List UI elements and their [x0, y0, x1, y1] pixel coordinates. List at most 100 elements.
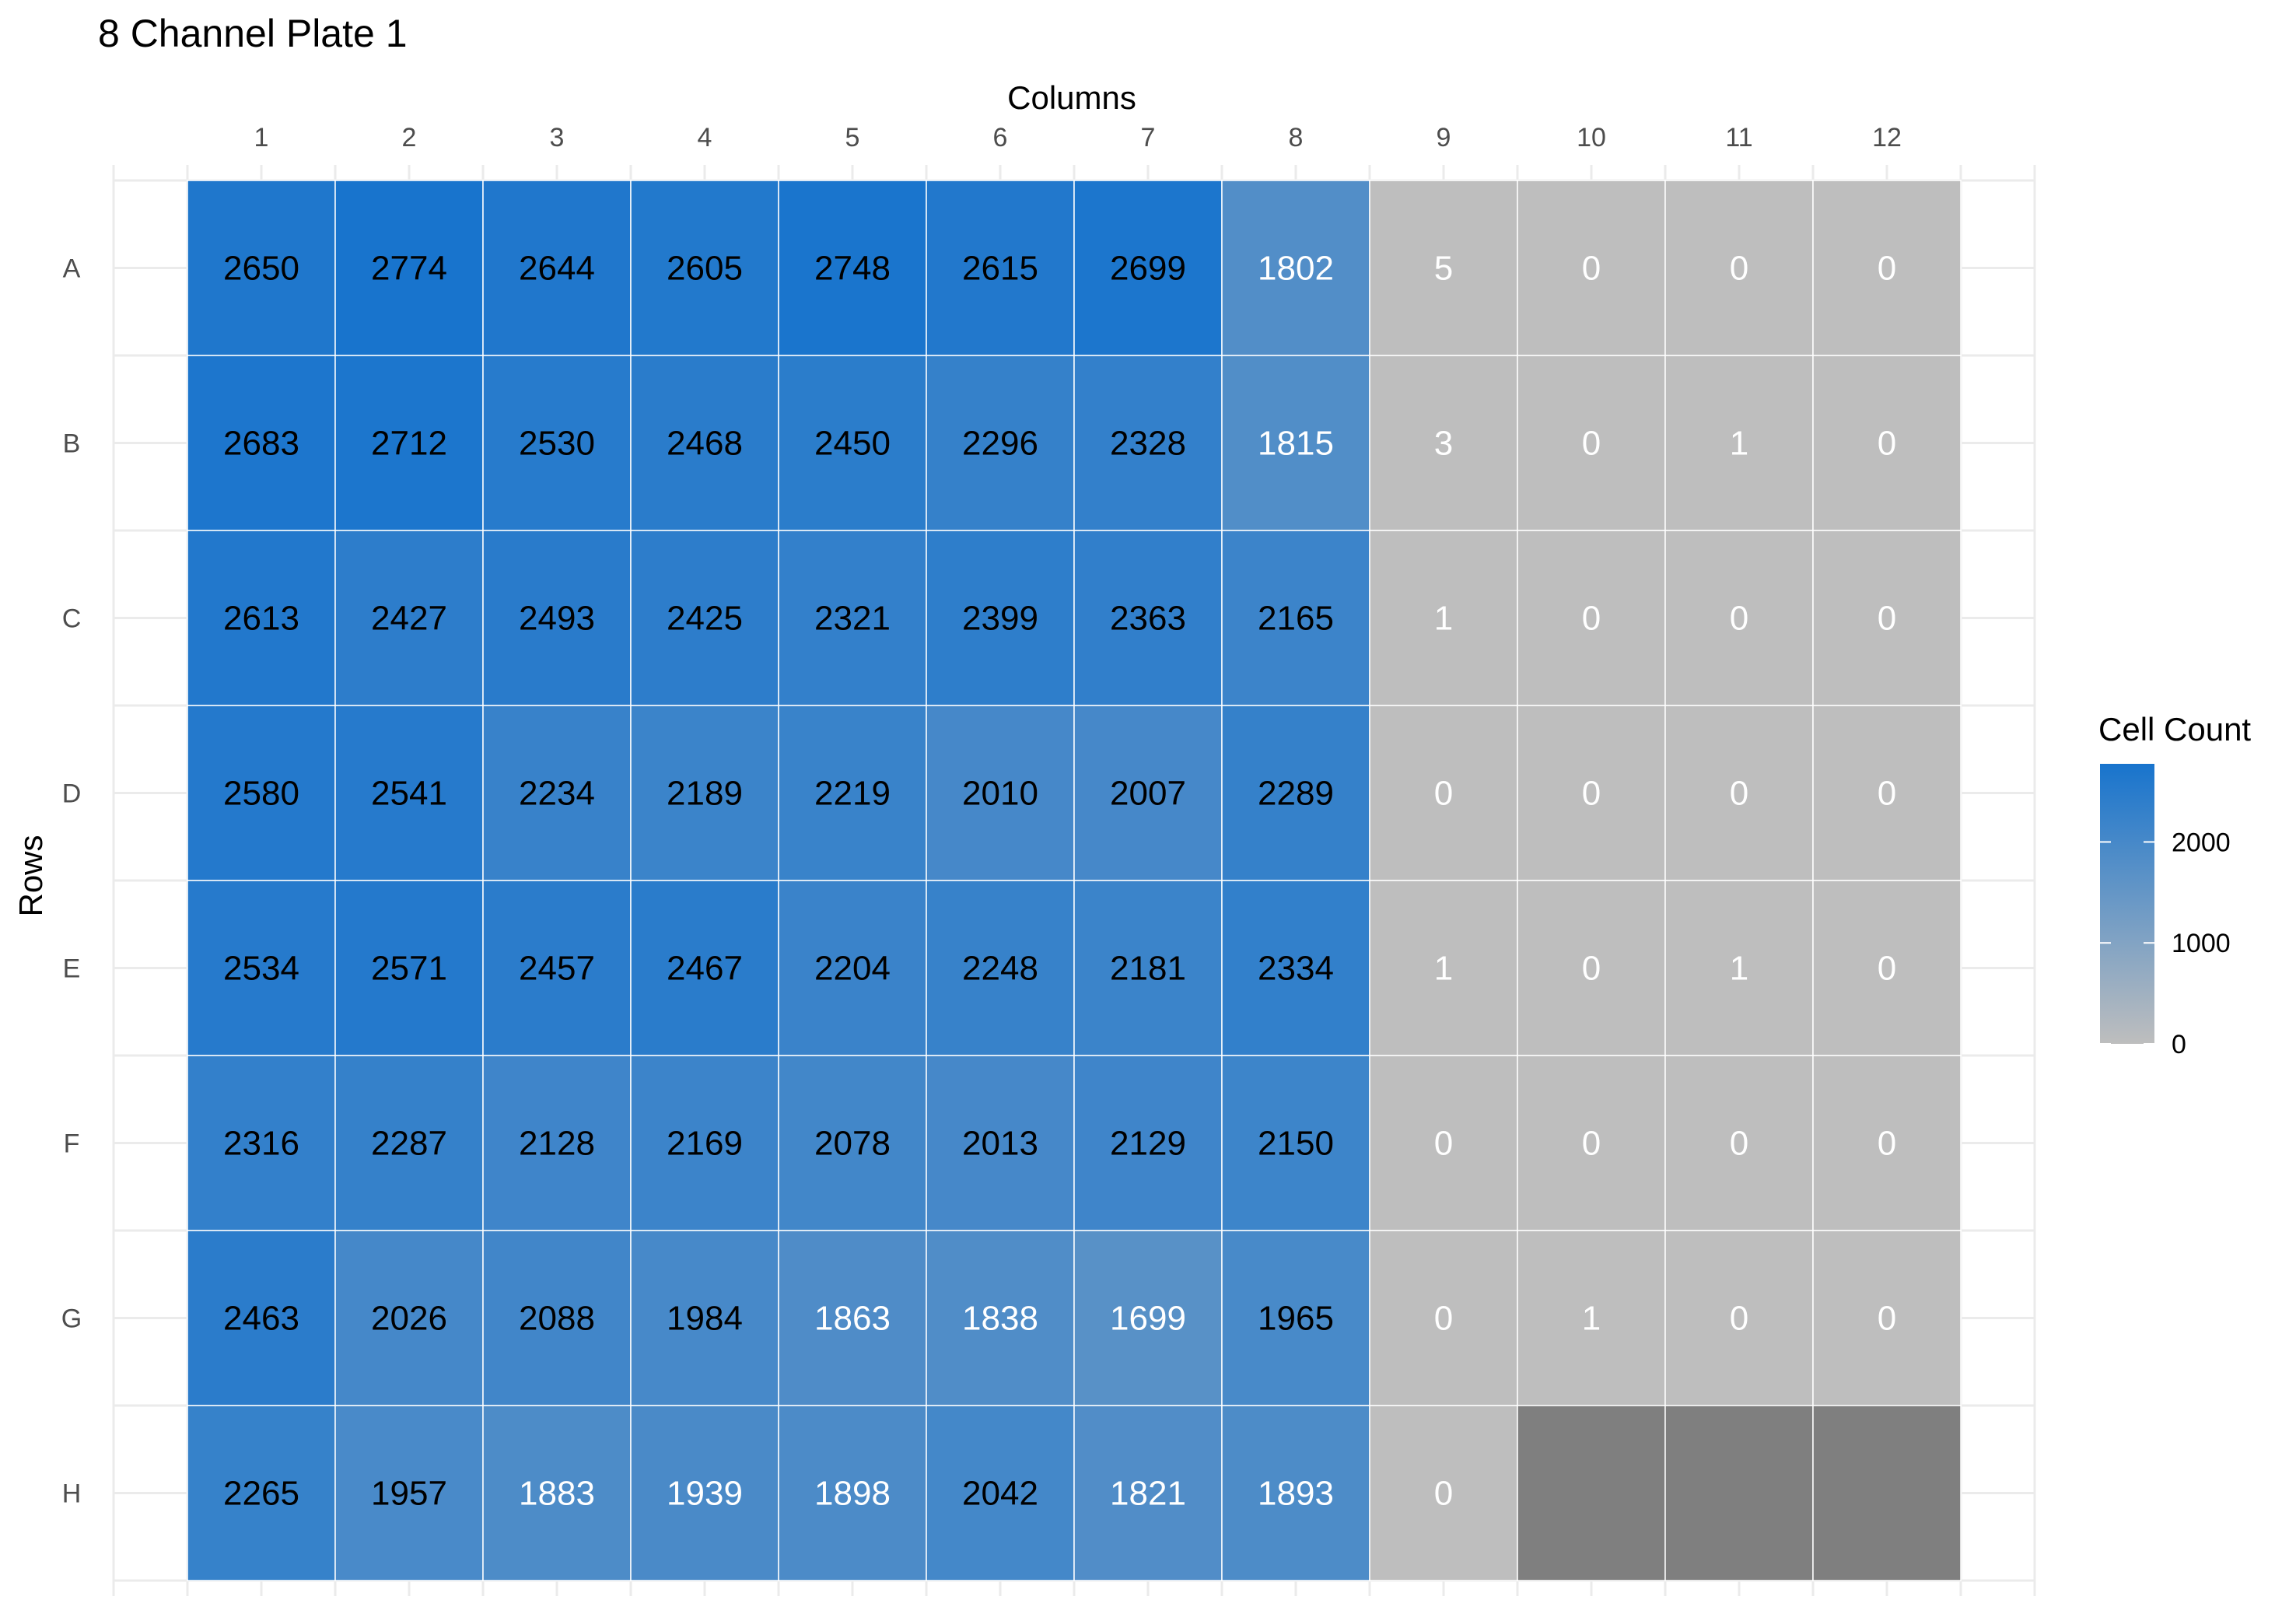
cell-value-label: 1	[1730, 950, 1748, 988]
heatmap-cell	[778, 180, 927, 356]
heatmap-cell	[926, 180, 1075, 356]
heatmap-cell	[630, 1055, 779, 1231]
cell-value-label: 1	[1730, 425, 1748, 463]
cell-value-label: 2010	[962, 775, 1038, 813]
heatmap-cell	[187, 355, 336, 531]
column-tick-label: 1	[254, 123, 269, 152]
cell-value-label: 2571	[371, 950, 447, 988]
cell-value-label: 2265	[223, 1475, 299, 1513]
heatmap-cell	[482, 1405, 632, 1581]
row-tick-label: F	[64, 1129, 80, 1159]
heatmap-cell	[1664, 1055, 1814, 1231]
heatmap-cell	[1073, 1055, 1223, 1231]
cell-value-label: 1815	[1258, 425, 1334, 463]
cell-value-label: 2530	[519, 425, 595, 463]
row-tick-label: B	[63, 429, 81, 459]
cell-value-label: 2128	[519, 1125, 595, 1163]
cell-value-label: 2644	[519, 250, 595, 288]
heatmap-cell	[1517, 705, 1666, 881]
cell-value-label: 2013	[962, 1125, 1038, 1163]
heatmap-cell	[926, 530, 1075, 706]
legend-ticks: 0 1000 2000	[2100, 828, 2231, 1059]
cell-value-label: 1	[1434, 950, 1453, 988]
heatmap-cell	[630, 1230, 779, 1406]
legend-colorbar	[2100, 764, 2154, 1044]
heatmap-cell	[1369, 530, 1518, 706]
heatmap-cell	[926, 355, 1075, 531]
heatmap-cell	[778, 1230, 927, 1406]
column-tick-label: 6	[993, 123, 1008, 152]
heatmap-cell	[1517, 880, 1666, 1056]
heatmap-cell	[1221, 1405, 1370, 1581]
heatmap-cell	[778, 530, 927, 706]
heatmap-cell	[630, 880, 779, 1056]
row-tick-labels: A B C D E F G H	[61, 254, 82, 1509]
heatmap-cell	[482, 1055, 632, 1231]
heatmap-cell	[926, 1055, 1075, 1231]
column-tick-label: 11	[1725, 123, 1752, 152]
cell-value-label: 1898	[814, 1475, 891, 1513]
cell-value-label: 0	[1878, 950, 1896, 988]
heatmap-cell	[1221, 530, 1370, 706]
heatmap-cell	[1369, 1230, 1518, 1406]
heatmap-cell	[1812, 530, 1962, 706]
cell-value-label: 0	[1582, 950, 1601, 988]
cell-value-label: 0	[1730, 250, 1748, 288]
cell-value-label: 2169	[667, 1125, 743, 1163]
y-axis-title: Rows	[12, 835, 49, 916]
legend-tick-label: 0	[2172, 1030, 2186, 1059]
cell-value-label: 2493	[519, 600, 595, 638]
heatmap-cell	[1369, 1405, 1518, 1581]
cell-value-label: 2219	[814, 775, 891, 813]
heatmap-cell	[1221, 355, 1370, 531]
heatmap-cell	[778, 1405, 927, 1581]
cell-value-label: 2774	[371, 250, 447, 288]
cell-value-label: 2321	[814, 600, 891, 638]
cell-value-label: 2650	[223, 250, 299, 288]
heatmap-cell	[334, 180, 484, 356]
row-tick-label: G	[61, 1304, 82, 1334]
heatmap-cell	[926, 880, 1075, 1056]
column-tick-label: 8	[1289, 123, 1304, 152]
cell-value-label: 0	[1434, 1300, 1453, 1338]
column-tick-label: 7	[1141, 123, 1156, 152]
legend: Cell Count 0 1000 2000	[2098, 711, 2251, 1059]
heatmap-cell	[1369, 180, 1518, 356]
cell-value-label: 0	[1878, 600, 1896, 638]
cell-value-label: 2427	[371, 600, 447, 638]
cell-value-label: 1984	[667, 1300, 743, 1338]
cell-value-label: 1	[1434, 600, 1453, 638]
cell-value-label: 2541	[371, 775, 447, 813]
cell-value-label: 2042	[962, 1475, 1038, 1513]
heatmap-cell	[1221, 880, 1370, 1056]
column-tick-label: 4	[698, 123, 712, 152]
column-tick-label: 12	[1872, 123, 1902, 152]
cell-value-label: 2399	[962, 600, 1038, 638]
heatmap-cell	[630, 530, 779, 706]
heatmap-cell	[630, 1405, 779, 1581]
cell-value-label: 0	[1878, 1300, 1896, 1338]
column-tick-labels: 1 2 3 4 5 6 7 8 9 10 11 12	[254, 123, 1902, 152]
cell-value-label: 0	[1730, 1300, 1748, 1338]
heatmap-cell	[630, 180, 779, 356]
cell-value-label: 0	[1582, 775, 1601, 813]
cell-value-label: 2450	[814, 425, 891, 463]
cell-value-label: 1957	[371, 1475, 447, 1513]
heatmap-cell	[482, 180, 632, 356]
cell-value-label: 3	[1434, 425, 1453, 463]
heatmap-cell	[1812, 1405, 1962, 1581]
column-tick-label: 3	[550, 123, 565, 152]
heatmap-cell	[1812, 1055, 1962, 1231]
heatmap-cell	[926, 1405, 1075, 1581]
column-tick-label: 5	[845, 123, 860, 152]
cell-value-label: 2334	[1258, 950, 1334, 988]
heatmap-cell	[1664, 530, 1814, 706]
cell-value-label: 1965	[1258, 1300, 1334, 1338]
row-tick-label: C	[62, 604, 82, 634]
cell-value-label: 2296	[962, 425, 1038, 463]
heatmap-cell	[1812, 705, 1962, 881]
cell-value-label: 2129	[1110, 1125, 1186, 1163]
cell-value-label: 2467	[667, 950, 743, 988]
cell-value-label: 2615	[962, 250, 1038, 288]
cell-value-label: 2457	[519, 950, 595, 988]
